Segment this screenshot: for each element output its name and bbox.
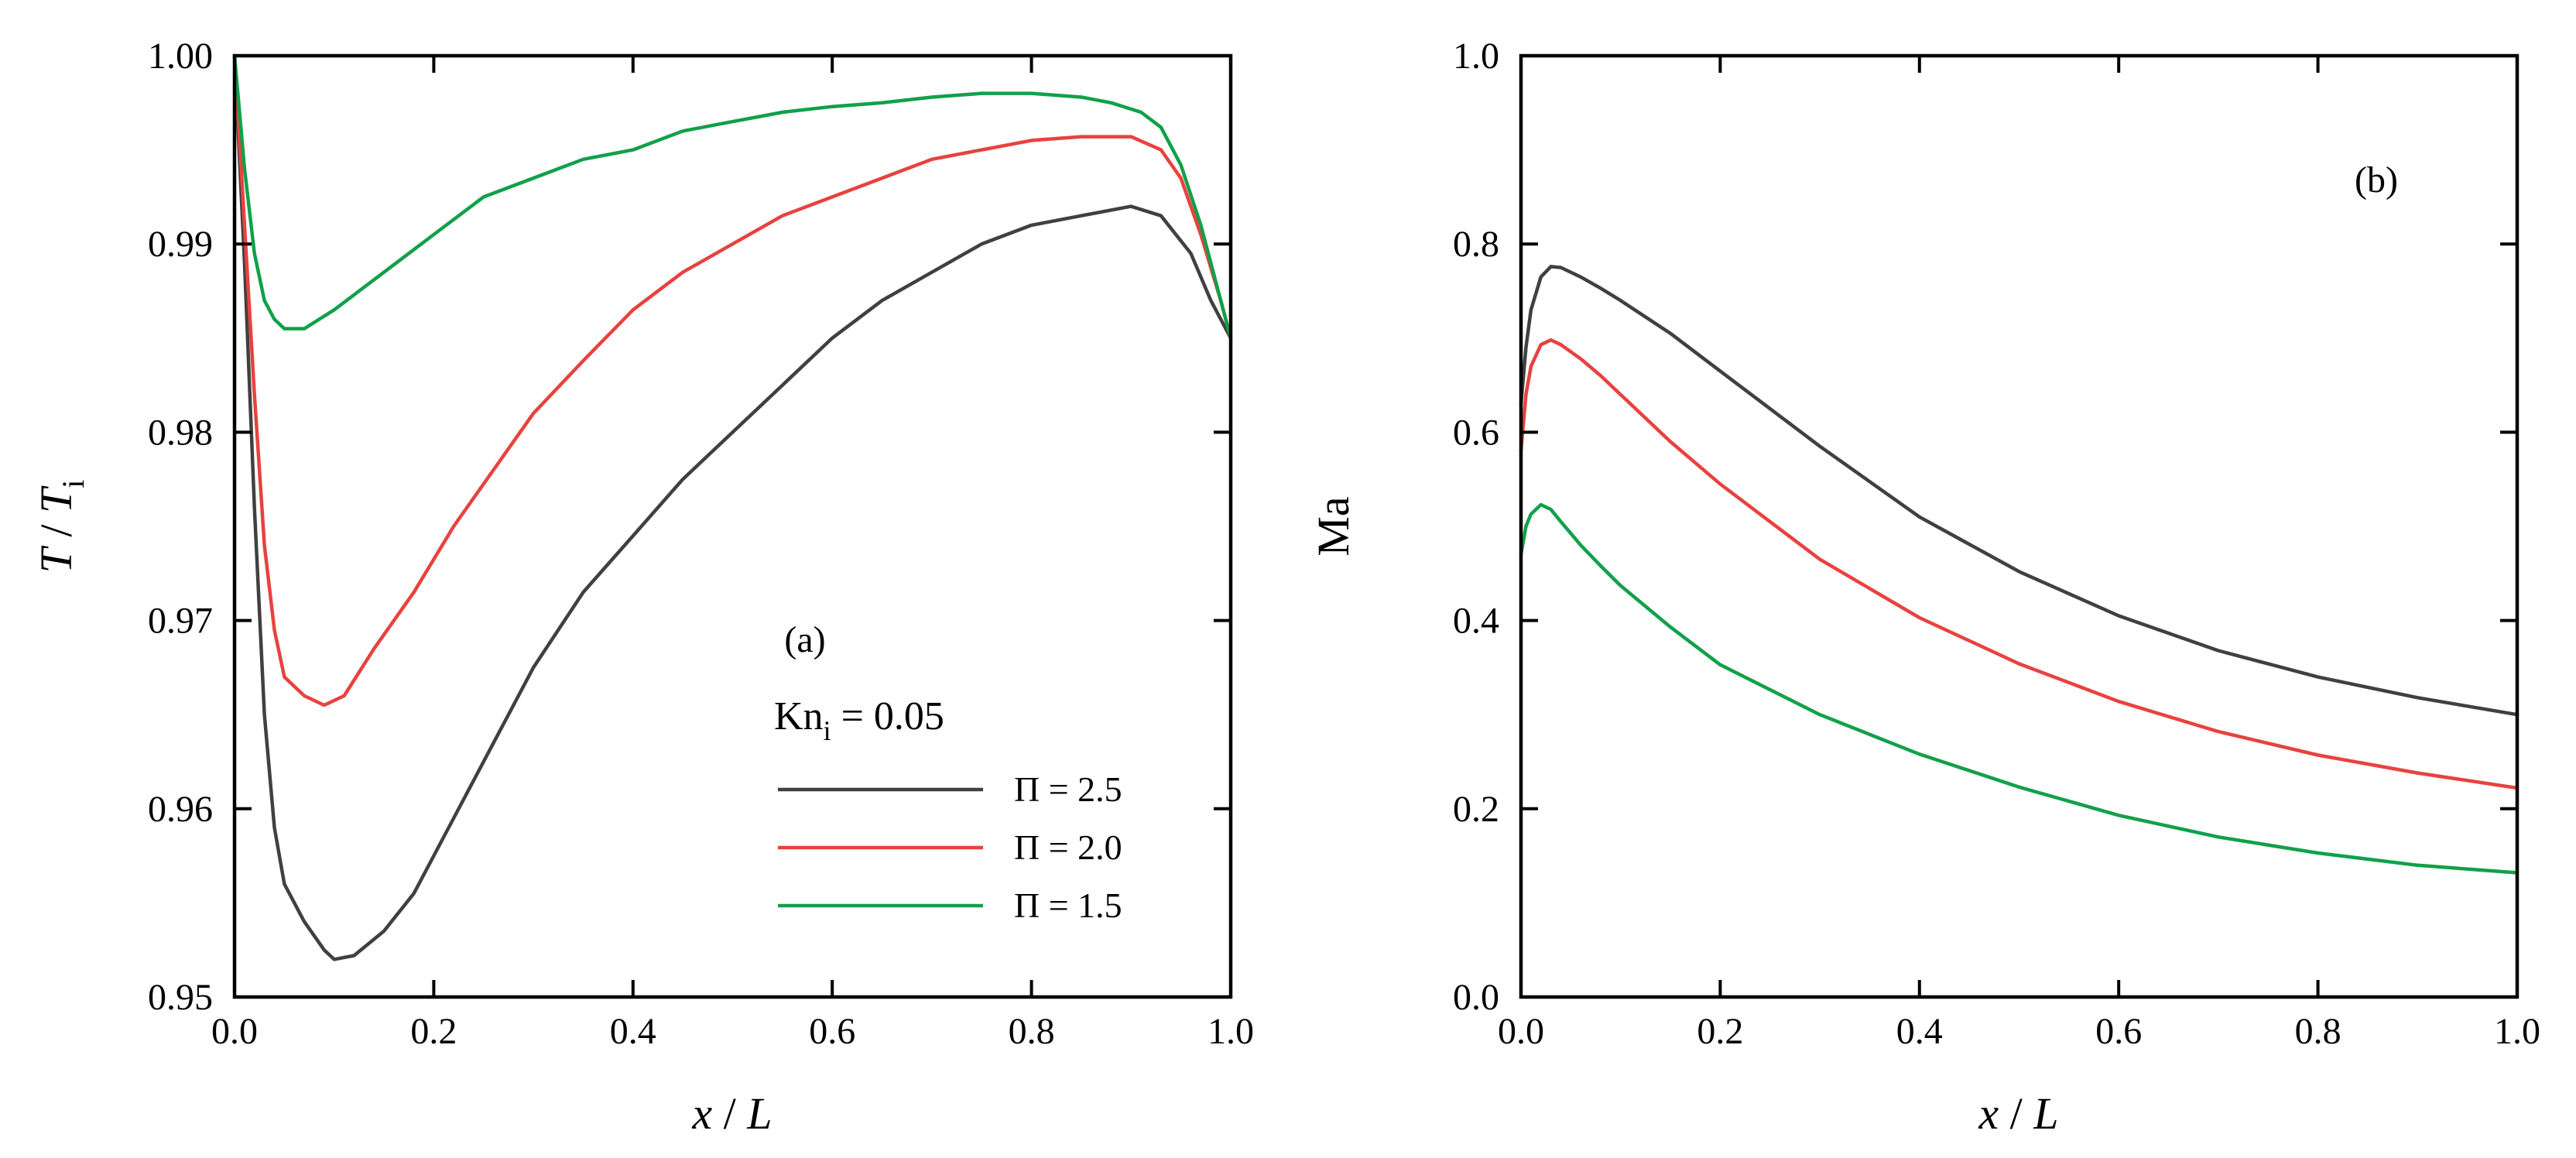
panel-a-y-tick-label: 0.97 — [148, 601, 213, 642]
panel-b-x-tick-label: 0.6 — [2095, 1011, 2142, 1052]
panel-a-x-tick-label: 1.0 — [1208, 1011, 1254, 1052]
panel-b-y-tick-label: 0.8 — [1453, 224, 1499, 265]
panel-a-series-line-pi20 — [232, 53, 1233, 707]
panel-b-y-tick-label: 0.2 — [1453, 789, 1499, 830]
panel-b-axes-frame — [1519, 53, 2519, 999]
panel-a-x-tick-label: 0.4 — [610, 1011, 656, 1052]
panel-b-series-line-pi15 — [1519, 502, 2519, 875]
panel-a-x-tick-label: 0.0 — [211, 1011, 258, 1052]
panel-b-ticks: 0.0 0.2 0.4 0.6 0.8 1.0 0.0 0.2 0.4 0.6 0.8 1.0 — [1453, 36, 2540, 1052]
panel-a-x-tick-label: 0.2 — [410, 1011, 457, 1052]
panel-a-ticks: 0.0 0.2 0.4 0.6 0.8 1.0 0.95 0.96 0.97 0.98 0.99 1.… — [148, 36, 1254, 1052]
panel-b-y-axis-label: Ma — [1308, 496, 1358, 556]
panel-a-label: (a) — [784, 619, 825, 660]
panel-b-label: (b) — [2355, 159, 2398, 200]
legend-label-pi15: Π = 1.5 — [1014, 886, 1122, 925]
panel-b-x-tick-label: 0.2 — [1697, 1011, 1743, 1052]
panel-b-y-tick-label: 0.0 — [1453, 977, 1499, 1018]
panel-b-x-tick-label: 1.0 — [2494, 1011, 2540, 1052]
panel-b-y-tick-label: 0.6 — [1453, 412, 1499, 453]
panel-b-series-line-pi20 — [1519, 337, 2519, 790]
panel-a-y-tick-label: 0.95 — [148, 977, 213, 1018]
panel-b-series-group — [1519, 265, 2519, 875]
panel-a-x-tick-label: 0.6 — [809, 1011, 855, 1052]
panel-b-x-tick-label: 0.8 — [2295, 1011, 2341, 1052]
panel-a-y-axis-label: T / Ti — [31, 480, 91, 574]
panel-a-x-axis-label: x / L — [691, 1088, 772, 1139]
panel-a-series-group — [232, 53, 1233, 961]
panel-a-y-tick-label: 0.98 — [148, 412, 213, 453]
panel-a-x-tick-label: 0.8 — [1009, 1011, 1055, 1052]
panel-a-y-tick-label: 0.96 — [148, 789, 213, 830]
panel-b-x-axis-label: x / L — [1978, 1088, 2058, 1139]
panel-a-annotation-kn: Kni = 0.05 — [774, 694, 944, 746]
panel-b-mach-chart: 0.0 0.2 0.4 0.6 0.8 1.0 0.0 0.2 0.4 0.6 0.8 1.0 (b)… — [1308, 36, 2540, 1139]
legend-label-pi25: Π = 2.5 — [1014, 769, 1122, 809]
panel-b-y-tick-label: 1.0 — [1453, 36, 1499, 77]
panel-a-legend: Π = 2.5 Π = 2.0 Π = 1.5 — [778, 769, 1122, 925]
panel-a-y-tick-label: 1.00 — [148, 36, 213, 77]
panel-a-y-tick-label: 0.99 — [148, 224, 213, 265]
panel-a-temperature-chart: 0.0 0.2 0.4 0.6 0.8 1.0 0.95 0.96 0.97 0.98 0.99 1.… — [31, 36, 1254, 1139]
panel-a-axes-frame — [232, 53, 1233, 999]
panel-a-series-line-pi15 — [232, 53, 1233, 341]
panel-b-y-tick-label: 0.4 — [1453, 601, 1499, 642]
panel-b-series-line-pi25 — [1519, 265, 2519, 717]
panel-a-series-line-pi25 — [232, 53, 1233, 961]
panel-b-x-tick-label: 0.0 — [1498, 1011, 1544, 1052]
legend-label-pi20: Π = 2.0 — [1014, 827, 1122, 867]
panel-b-x-tick-label: 0.4 — [1896, 1011, 1943, 1052]
